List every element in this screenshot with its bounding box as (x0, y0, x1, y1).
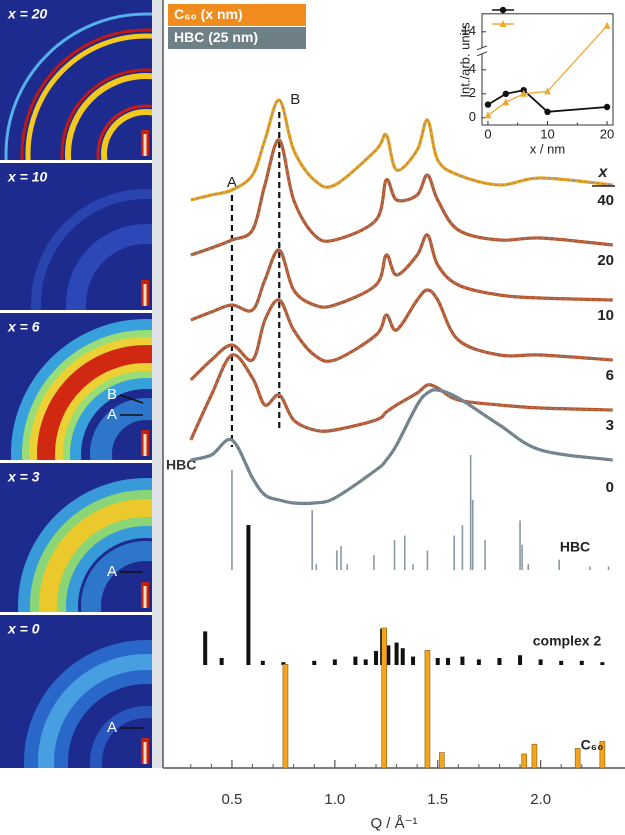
beam-stop-core (144, 586, 147, 608)
stick (439, 753, 444, 768)
x-axis-label: Q / Å⁻¹ (370, 815, 417, 832)
legend-label: HBC (25 nm) (174, 29, 258, 45)
stick (316, 564, 318, 570)
legend-label: C₆₀ (x nm) (174, 6, 243, 22)
stick (470, 455, 472, 570)
series-label: 20 (597, 252, 614, 269)
panel-mark: A (107, 563, 117, 580)
panel-label: x = 0 (7, 621, 40, 637)
series-label: 10 (597, 307, 614, 324)
body: x = 20x = 10x = 6BAx = 3Ax = 0A 0.51.01.… (0, 0, 625, 835)
panel-mark: B (107, 386, 117, 403)
panel-label: x = 10 (7, 169, 48, 185)
stick (472, 500, 474, 570)
stick (518, 655, 522, 665)
beam-stop-core (144, 742, 147, 764)
panel-mark: A (107, 406, 117, 423)
stick (411, 657, 415, 665)
stick (484, 540, 486, 570)
stick (477, 659, 481, 665)
x-axis-label: x / nm (530, 141, 565, 156)
inset-marker (485, 101, 491, 107)
stick (340, 546, 342, 570)
panel-label: x = 6 (7, 319, 40, 335)
stick (460, 657, 464, 665)
stick-label: HBC (560, 539, 590, 555)
series-label: 40 (597, 192, 614, 209)
inset-legend-marker (500, 7, 506, 13)
stick (427, 550, 429, 570)
stick-label: C₆₀ (581, 737, 604, 753)
stick (425, 650, 430, 768)
annotation: B (290, 91, 300, 108)
beam-stop-core (144, 134, 147, 156)
stick-label: complex 2 (533, 633, 602, 649)
beam-stop-core (144, 284, 147, 306)
x-tick-label: 10 (540, 126, 554, 141)
stick (374, 651, 378, 665)
stick (283, 664, 288, 768)
x-tick-label: 2.0 (530, 791, 551, 808)
stick (532, 744, 537, 768)
series-label: 3 (606, 417, 614, 434)
inset-marker (544, 109, 550, 115)
stick (608, 567, 610, 570)
stick (382, 628, 387, 768)
stick (312, 661, 316, 665)
x-tick-label: 1.5 (427, 791, 448, 808)
stick (401, 648, 405, 665)
x-tick-label: 20 (600, 126, 614, 141)
stick (412, 564, 414, 570)
panel-mark: A (107, 719, 117, 736)
figure: x = 20x = 10x = 6BAx = 3Ax = 0A 0.51.01.… (0, 0, 625, 835)
stick (404, 536, 406, 571)
stick (261, 661, 265, 665)
stick (373, 555, 375, 570)
stick (311, 510, 313, 570)
page: GIWAXS figure {"images": {"panels": [ {"… (0, 0, 625, 835)
stick (527, 564, 529, 570)
stick (231, 470, 233, 570)
panel-label: x = 3 (7, 469, 40, 485)
stick (220, 658, 224, 665)
stick (394, 540, 396, 570)
stick (558, 560, 560, 570)
stick (539, 659, 543, 665)
x-tick-label: 0.5 (222, 791, 243, 808)
inset-marker (604, 104, 610, 110)
stick (522, 754, 527, 768)
stick (521, 545, 523, 570)
stick (364, 659, 368, 665)
stick (519, 521, 521, 570)
series-label: 6 (606, 367, 614, 384)
inset-marker (503, 91, 509, 97)
stick (600, 662, 604, 665)
x-tick-label: 1.0 (324, 791, 345, 808)
stick (589, 567, 591, 570)
stick (497, 658, 501, 665)
legend-title: x (598, 164, 609, 181)
y-axis-label: Int./arb. units (457, 22, 472, 98)
stick (336, 550, 338, 570)
stick (395, 643, 399, 665)
stick (436, 658, 440, 665)
stick (580, 661, 584, 665)
stick (333, 659, 337, 665)
stick (353, 657, 357, 665)
stick (446, 658, 450, 665)
beam-stop-core (144, 434, 147, 456)
stick (203, 631, 207, 665)
stick (346, 564, 348, 570)
y-tick-label: 0 (469, 109, 476, 124)
stick (559, 661, 563, 665)
series-label: 0 (606, 479, 614, 496)
stick (462, 525, 464, 570)
x-tick-label: 0 (484, 126, 491, 141)
stick (453, 536, 455, 571)
stick (246, 525, 250, 665)
separator (152, 0, 163, 768)
panel-label: x = 20 (7, 6, 48, 22)
stick (575, 748, 580, 768)
